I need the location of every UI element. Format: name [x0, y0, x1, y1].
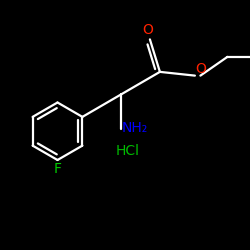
Text: HCl: HCl [116, 144, 140, 158]
Text: NH₂: NH₂ [122, 121, 148, 135]
Text: F: F [54, 162, 62, 176]
Text: O: O [142, 23, 153, 37]
Text: O: O [195, 62, 206, 76]
